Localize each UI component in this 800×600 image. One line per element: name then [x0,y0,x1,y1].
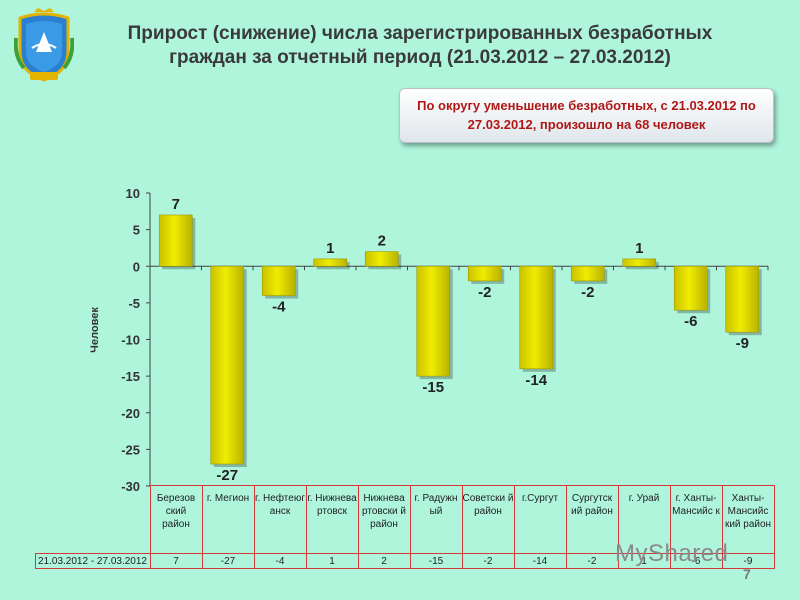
y-tick-label: 5 [133,223,140,238]
bar [261,265,296,296]
bar [622,258,657,267]
bar [210,265,245,465]
table-corner [36,486,151,554]
data-label: -9 [736,335,749,352]
coat-of-arms-logo [14,8,74,82]
watermark: MyShared [615,540,729,567]
bar [158,214,193,267]
data-label: 1 [635,240,643,257]
data-table: Березов ский район г. Мегион г. Нефтеюг ан… [35,485,775,569]
y-tick-label: -10 [121,333,140,348]
bar [673,265,708,311]
y-tick-label: -25 [121,442,140,457]
value-row: 21.03.2012 - 27.03.2012 7 -27 -4 1 2 -15 -2 -14… [35,553,775,569]
table-value-cell: 2 [357,553,411,569]
y-axis-label: Человек [89,307,101,353]
data-label: 7 [172,196,180,213]
chart-title: Прирост (снижение) числа зарегистрирован… [127,23,713,68]
category-label: Советски й район [461,485,515,554]
data-label: -2 [581,284,594,301]
y-tick-label: -5 [128,296,140,311]
bar [313,258,348,267]
category-label: Нижнева ртовски й район [357,485,411,554]
bar [570,265,605,282]
y-tick-label: -30 [121,479,140,494]
table-value-cell: -15 [409,553,463,569]
category-label: Ханты-Мансийс кий район [721,485,775,554]
table-value-cell: 1 [305,553,359,569]
category-label: г. Мегион [201,485,255,554]
bar [364,251,399,267]
data-label: -14 [525,372,547,389]
bar [416,265,451,377]
data-label: 2 [378,233,386,250]
y-tick-label: -20 [121,406,140,421]
category-label: Березов ский район [149,485,203,554]
data-label: -27 [216,467,238,484]
data-label: -6 [684,313,697,330]
category-row: Березов ский район г. Мегион г. Нефтеюг ан… [36,485,775,554]
data-label: -4 [272,299,286,316]
bar [467,265,502,282]
data-label: -2 [478,284,491,301]
y-tick-label: -15 [121,369,140,384]
category-label: г. Нижнева ртовск [305,485,359,554]
bar [725,265,760,333]
category-label: г. Нефтеюг анск [253,485,307,554]
table-value-cell: -4 [253,553,307,569]
category-label: г. Радужн ый [409,485,463,554]
data-label: 1 [326,240,334,257]
summary-callout: По округу уменьшение безработных, с 21.0… [399,88,774,143]
table-value-cell: -9 [721,553,775,569]
table-value-cell: -14 [513,553,567,569]
table-value-cell: 7 [149,553,203,569]
category-label: Сургутск ий район [565,485,619,554]
data-label: -15 [422,379,444,396]
table-value-cell: -27 [201,553,255,569]
page-number: 7 [743,566,751,582]
table-value-cell: -2 [461,553,515,569]
table-value-cell: -2 [565,553,619,569]
table-period-label: 21.03.2012 - 27.03.2012 [35,553,151,569]
bar [519,265,554,370]
y-tick-label: 10 [126,186,140,201]
y-tick-label: 0 [133,259,140,274]
category-label: г.Сургут [513,485,567,554]
